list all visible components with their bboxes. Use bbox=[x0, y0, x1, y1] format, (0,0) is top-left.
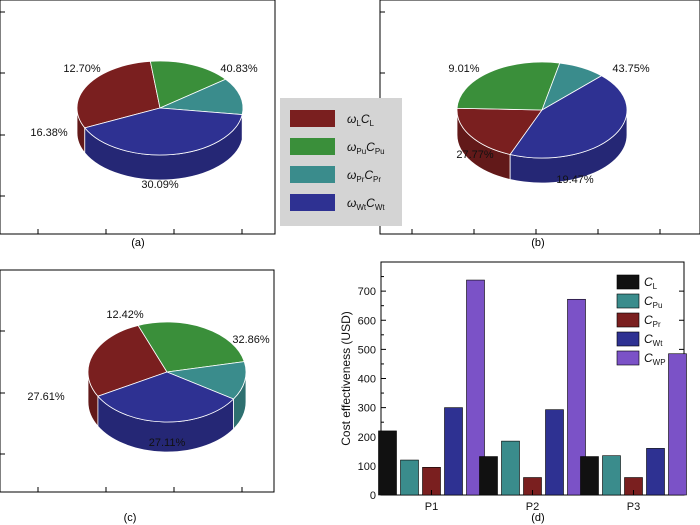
legend-swatch-cl bbox=[616, 274, 640, 290]
purchase-slice bbox=[456, 61, 561, 111]
processing-slice bbox=[159, 78, 244, 115]
pie-chart-c: 27.11% 27.61% 12.42% 32.86% bbox=[27, 309, 270, 453]
processing-slice-percent-label: 12.42% bbox=[106, 309, 144, 321]
purchase-slice-percent-label: 27.61% bbox=[27, 391, 65, 403]
pie-legend: ωLCL ωPuCPu ωPrCPr ωWtCWt bbox=[280, 98, 402, 226]
legend-swatch-cpu bbox=[616, 293, 640, 309]
bar-cwt-p2 bbox=[545, 409, 564, 496]
frame-a bbox=[0, 0, 276, 235]
purchase-slice-legend-swatch bbox=[290, 138, 335, 155]
labor-slice bbox=[76, 60, 161, 129]
bar-cpu-p3 bbox=[602, 455, 621, 496]
bar-cwt-p1 bbox=[444, 407, 463, 496]
legend-swatch-cwp bbox=[616, 350, 640, 366]
legend-label-cwp: CWP​ bbox=[644, 351, 666, 367]
processing-slice bbox=[165, 361, 247, 400]
labor-slice-legend-swatch bbox=[290, 110, 335, 127]
legend-label-cpr: CPr​ bbox=[644, 313, 661, 329]
y-tick-label: 500 bbox=[358, 344, 376, 356]
legend-swatch-cpr bbox=[616, 312, 640, 328]
processing-slice-legend-label: ωPrCPr bbox=[347, 168, 381, 184]
purchase-slice-percent-label: 16.38% bbox=[30, 127, 68, 139]
processing-slice-legend-swatch bbox=[290, 166, 335, 183]
pie-chart-a: 30.09% 16.38% 12.70% 40.83% bbox=[30, 60, 258, 191]
labor-slice bbox=[456, 107, 543, 155]
labor-slice-percent-label: 27.11% bbox=[149, 437, 186, 449]
bar-cwp-p3 bbox=[668, 353, 687, 496]
frame-c bbox=[0, 269, 275, 493]
labor-slice-percent-label: 30.09% bbox=[141, 179, 179, 191]
y-tick-label: 700 bbox=[358, 286, 376, 298]
y-tick-label: 300 bbox=[358, 403, 376, 415]
bar-cwp-p2 bbox=[567, 298, 586, 496]
bar-chart-d: 0 100 200 300 400 500 600 700 Cost effectiveness… bbox=[339, 261, 687, 513]
panel-label-a: (a) bbox=[131, 237, 144, 249]
waste-slice bbox=[97, 371, 235, 423]
purchase-slice bbox=[137, 321, 245, 373]
legend-swatch-cwt bbox=[616, 331, 640, 347]
bar-cl-p1 bbox=[378, 430, 397, 496]
purchase-slice-legend-label: ωPuCPu bbox=[347, 140, 385, 156]
labor-slice-legend-label: ωLCL bbox=[347, 112, 374, 128]
legend-label-cpu: CPu​ bbox=[644, 294, 662, 310]
labor-slice-percent-label: 19.47% bbox=[556, 174, 594, 186]
x-tick-label: P3 bbox=[627, 501, 640, 513]
y-tick-label: 200 bbox=[358, 432, 376, 444]
panel-label-c: (c) bbox=[124, 512, 137, 524]
purchase-slice-percent-label: 27.77% bbox=[456, 149, 494, 161]
bar-cwp-p1 bbox=[466, 279, 485, 496]
x-tick-label: P2 bbox=[526, 501, 539, 513]
processing-slice-percent-label: 9.01% bbox=[448, 63, 479, 75]
bar-cl-p2 bbox=[479, 456, 498, 496]
waste-slice-percent-label: 40.83% bbox=[220, 63, 258, 75]
y-tick-label: 100 bbox=[358, 461, 376, 473]
x-tick-label: P1 bbox=[425, 501, 438, 513]
bar-cpu-p2 bbox=[501, 440, 520, 496]
waste-slice-percent-label: 32.86% bbox=[232, 334, 270, 346]
y-tick-label: 0 bbox=[370, 490, 376, 502]
bar-cwt-p3 bbox=[646, 448, 665, 496]
waste-slice-percent-label: 43.75% bbox=[612, 63, 650, 75]
waste-slice bbox=[84, 107, 243, 156]
processing-slice-percent-label: 12.70% bbox=[63, 63, 101, 75]
waste-slice-legend-swatch bbox=[290, 194, 335, 211]
y-tick-label: 400 bbox=[358, 374, 376, 386]
legend-label-cl: CL​ bbox=[644, 275, 658, 291]
panel-label-b: (b) bbox=[531, 237, 544, 249]
pie-chart-b: 19.47% 27.77% 9.01% 43.75% bbox=[448, 61, 650, 186]
bar-cpu-p1 bbox=[400, 459, 419, 496]
panel-label-d: (d) bbox=[531, 512, 544, 524]
waste-slice-legend-label: ωWtCWt bbox=[347, 196, 385, 212]
bar-cl-p3 bbox=[580, 456, 599, 496]
purchase-slice bbox=[149, 60, 227, 109]
legend-label-cwt: CWt​ bbox=[644, 332, 663, 348]
y-axis-label: Cost effectiveness (USD) bbox=[339, 311, 353, 446]
y-tick-label: 600 bbox=[358, 315, 376, 327]
waste-slice bbox=[509, 75, 628, 159]
